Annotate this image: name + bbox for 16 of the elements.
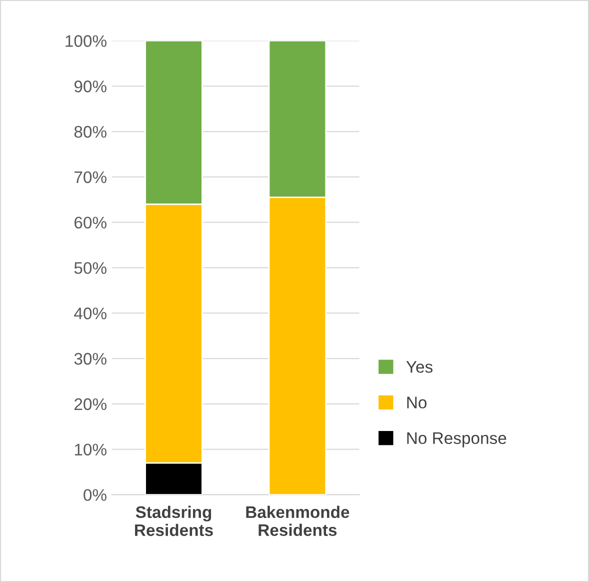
- y-tick-label: 60%: [74, 216, 106, 229]
- y-tick-label: 50%: [74, 262, 106, 274]
- y-tick-label: 40%: [74, 308, 106, 320]
- y-tick-label: 0%: [84, 489, 106, 501]
- y-tick-label: 10%: [74, 444, 106, 456]
- y-tick-label: 20%: [74, 398, 106, 410]
- y-tick-label: 80%: [74, 126, 106, 138]
- x-tick-label: Bakenmonde Residents: [246, 506, 350, 536]
- legend-label: Yes: [406, 361, 432, 373]
- y-tick-label: 70%: [74, 171, 106, 184]
- legend-label: No Response: [407, 432, 506, 448]
- y-tick-label: 90%: [74, 80, 106, 92]
- x-tick-label: Stadsring Residents: [135, 506, 213, 536]
- legend-label: No: [407, 396, 427, 408]
- y-tick-label: 100%: [66, 35, 106, 47]
- y-tick-label: 30%: [74, 352, 106, 365]
